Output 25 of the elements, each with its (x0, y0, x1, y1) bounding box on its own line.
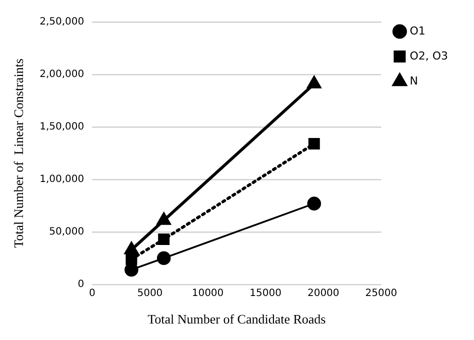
point (126, 253, 138, 265)
point (156, 251, 171, 266)
x-tick-label: 10000 (192, 288, 224, 299)
y-tick-label: 1,00,000 (40, 174, 84, 186)
y-tick-label: 1,50,000 (40, 122, 84, 133)
x-tick-label: 20000 (307, 288, 340, 299)
point (124, 242, 138, 254)
x-tick-label: 5000 (137, 288, 163, 299)
y-tick-label: 0 (78, 278, 84, 290)
point (308, 138, 320, 150)
y-axis-title: Total Number of Linear Constraints (11, 58, 26, 248)
point (307, 196, 322, 210)
point (157, 212, 171, 225)
x-tick-label: 0 (88, 288, 96, 299)
x-tick-label: 15000 (250, 288, 282, 299)
legend-label: O2, O3 (410, 49, 448, 62)
y-tick-label: 50,000 (49, 226, 84, 238)
point (158, 234, 170, 246)
x-tick-label: 25000 (365, 288, 398, 299)
point (307, 76, 321, 88)
legend-label: O1 (410, 24, 426, 38)
y-tick-label: 2,00,000 (40, 69, 84, 80)
y-tick-label: 2,50,000 (40, 16, 84, 28)
legend-label: N (410, 74, 418, 88)
x-axis-title: Total Number of Candidate Roads (148, 312, 326, 327)
